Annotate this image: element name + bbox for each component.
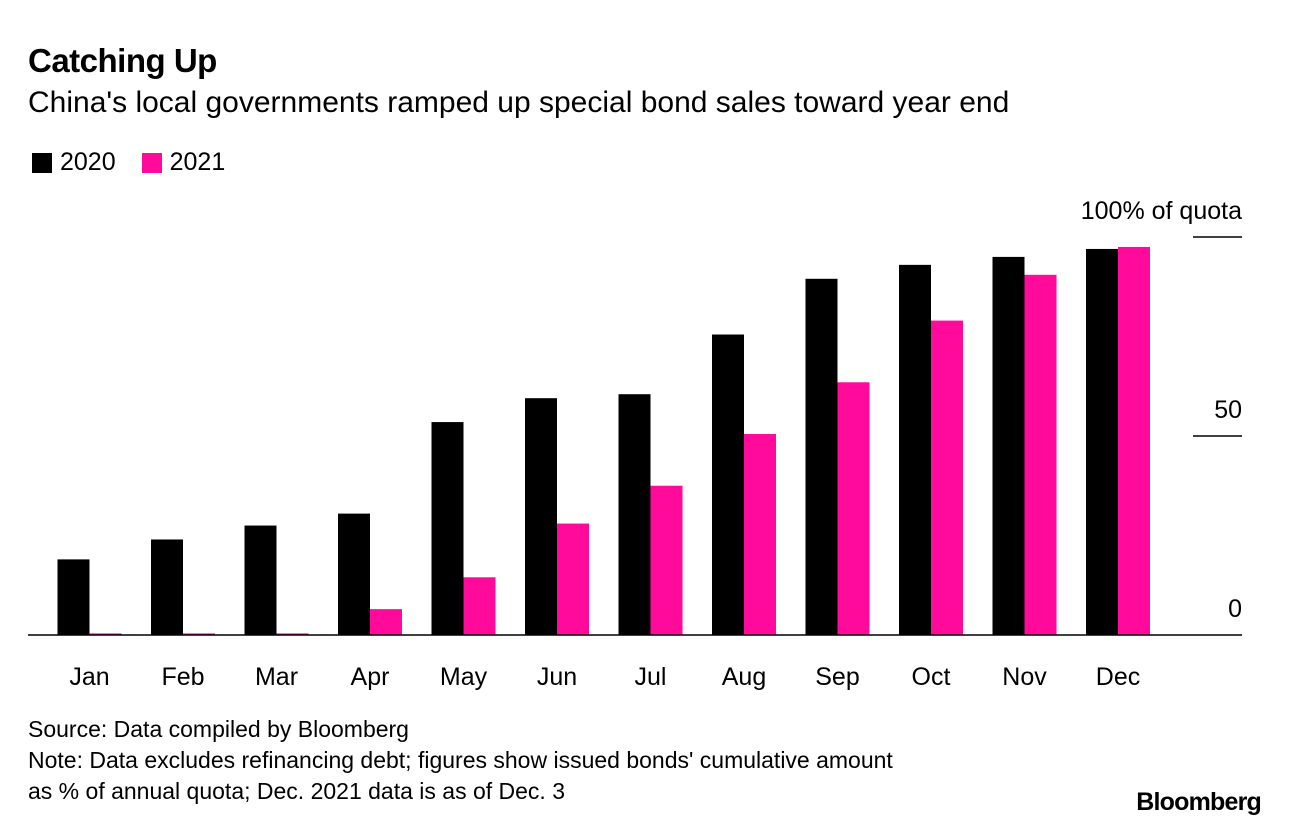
x-tick-label-jul: Jul (635, 663, 667, 691)
bar-2020-oct (899, 264, 931, 635)
y-tick-label-50: 50 (1214, 396, 1242, 424)
legend-item-2021: 2021 (138, 148, 226, 177)
bar-2021-sep (837, 382, 870, 635)
bar-2020-may (431, 422, 464, 635)
chart-title: Catching Up (28, 42, 217, 79)
bar-2020-feb (151, 539, 183, 635)
bar-2021-mar (276, 633, 309, 635)
source-note: Source: Data compiled by Bloomberg (28, 716, 409, 742)
x-tick-label-dec: Dec (1096, 663, 1140, 691)
x-tick-label-may: May (440, 663, 488, 691)
bar-2020-dec (1086, 248, 1118, 635)
bar-2020-jan (57, 559, 90, 635)
bloomberg-logo: Bloomberg (1136, 788, 1262, 816)
chart-subtitle: China's local governments ramped up spec… (28, 86, 1010, 119)
bar-2020-nov (992, 256, 1025, 635)
legend-label-2021: 2021 (169, 148, 226, 176)
bar-2021-oct (931, 320, 963, 635)
bar-2020-mar (244, 525, 277, 635)
legend-swatch-2021 (141, 152, 162, 173)
note-line-1: Note: Data excludes refinancing debt; fi… (28, 747, 893, 773)
y-tick-label-0: 0 (1228, 595, 1242, 623)
y-tick-label-100: 100% of quota (1081, 197, 1242, 225)
bar-2021-aug (744, 434, 776, 635)
bar-2021-dec (1118, 246, 1150, 635)
bar-2021-nov (1024, 274, 1057, 635)
x-tick-label-apr: Apr (351, 663, 390, 691)
x-tick-label-jun: Jun (537, 663, 577, 691)
legend-item-2020: 2020 (28, 148, 116, 177)
bar-2021-apr (370, 609, 402, 635)
bar-2020-apr (338, 513, 370, 635)
x-tick-label-mar: Mar (255, 663, 298, 691)
footnotes: Source: Data compiled by Bloomberg Note:… (28, 714, 893, 807)
bar-2021-jul (650, 485, 683, 635)
x-tick-label-jan: Jan (69, 663, 109, 691)
bar-2021-feb (183, 633, 215, 635)
legend: 2020 2021 (28, 148, 247, 177)
legend-swatch-2020 (32, 152, 52, 173)
x-tick-label-oct: Oct (912, 663, 951, 691)
legend-label-2020: 2020 (60, 148, 116, 176)
bar-2021-jun (557, 523, 589, 635)
x-tick-label-sep: Sep (815, 663, 859, 691)
bar-2021-jan (89, 633, 122, 635)
x-tick-label-nov: Nov (1002, 663, 1047, 691)
bar-2021-may (463, 577, 496, 635)
bar-2020-sep (805, 278, 838, 635)
note-line-2: as % of annual quota; Dec. 2021 data is … (28, 778, 566, 804)
bar-2020-jul (618, 394, 651, 635)
x-tick-label-aug: Aug (722, 663, 766, 691)
bar-2020-jun (525, 398, 557, 635)
x-tick-label-feb: Feb (161, 663, 204, 691)
bar-2020-aug (712, 334, 744, 635)
